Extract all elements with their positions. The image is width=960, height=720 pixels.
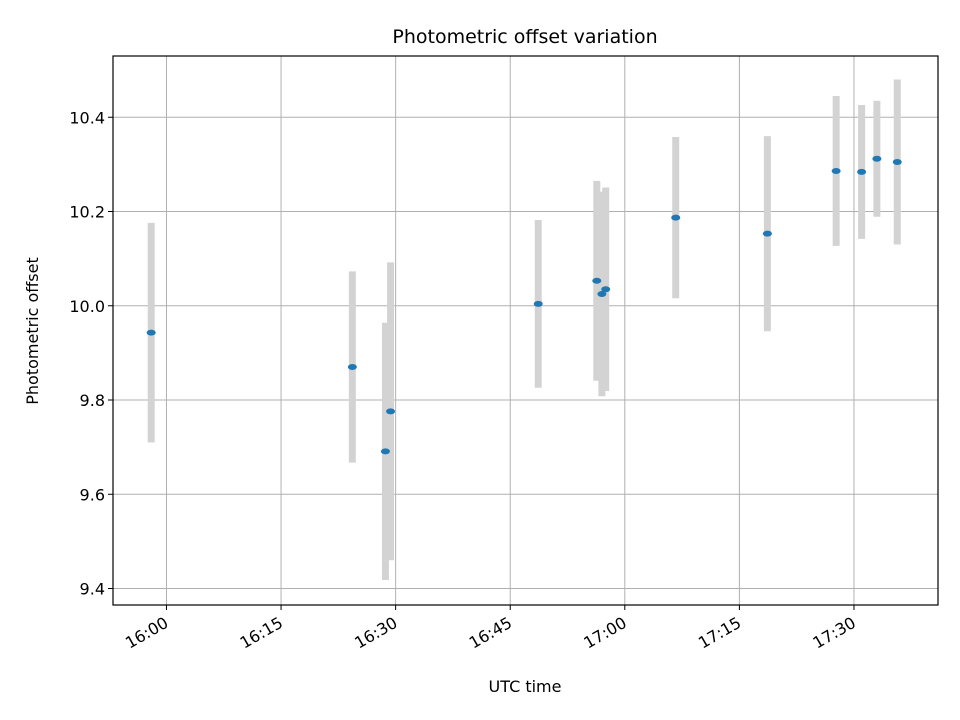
data-point bbox=[146, 329, 156, 336]
grid-layer bbox=[113, 56, 938, 605]
x-axis-label: UTC time bbox=[489, 677, 562, 696]
data-point bbox=[386, 408, 396, 415]
y-tick-label: 9.4 bbox=[80, 580, 105, 599]
point-layer bbox=[146, 155, 902, 455]
y-tick-label: 10.2 bbox=[69, 203, 105, 222]
data-point bbox=[533, 300, 543, 307]
y-tick-label: 10.0 bbox=[69, 297, 105, 316]
y-axis-label: Photometric offset bbox=[23, 257, 42, 405]
data-point bbox=[872, 155, 882, 162]
data-point bbox=[892, 159, 902, 166]
y-tick-label: 9.8 bbox=[80, 391, 105, 410]
data-point bbox=[592, 277, 602, 284]
data-point bbox=[671, 214, 681, 221]
y-axis: 9.4 9.6 9.8 10.0 10.2 10.4 bbox=[69, 108, 113, 599]
data-point bbox=[762, 230, 772, 237]
data-point bbox=[380, 448, 390, 455]
data-point bbox=[857, 168, 867, 175]
y-tick-label: 9.6 bbox=[80, 485, 105, 504]
data-point bbox=[601, 286, 611, 293]
plot-area-frame bbox=[112, 55, 939, 606]
data-point bbox=[597, 290, 607, 297]
chart-title: Photometric offset variation bbox=[392, 26, 657, 48]
data-point bbox=[347, 364, 357, 371]
y-tick-label: 10.4 bbox=[69, 108, 105, 127]
data-point bbox=[831, 167, 841, 174]
